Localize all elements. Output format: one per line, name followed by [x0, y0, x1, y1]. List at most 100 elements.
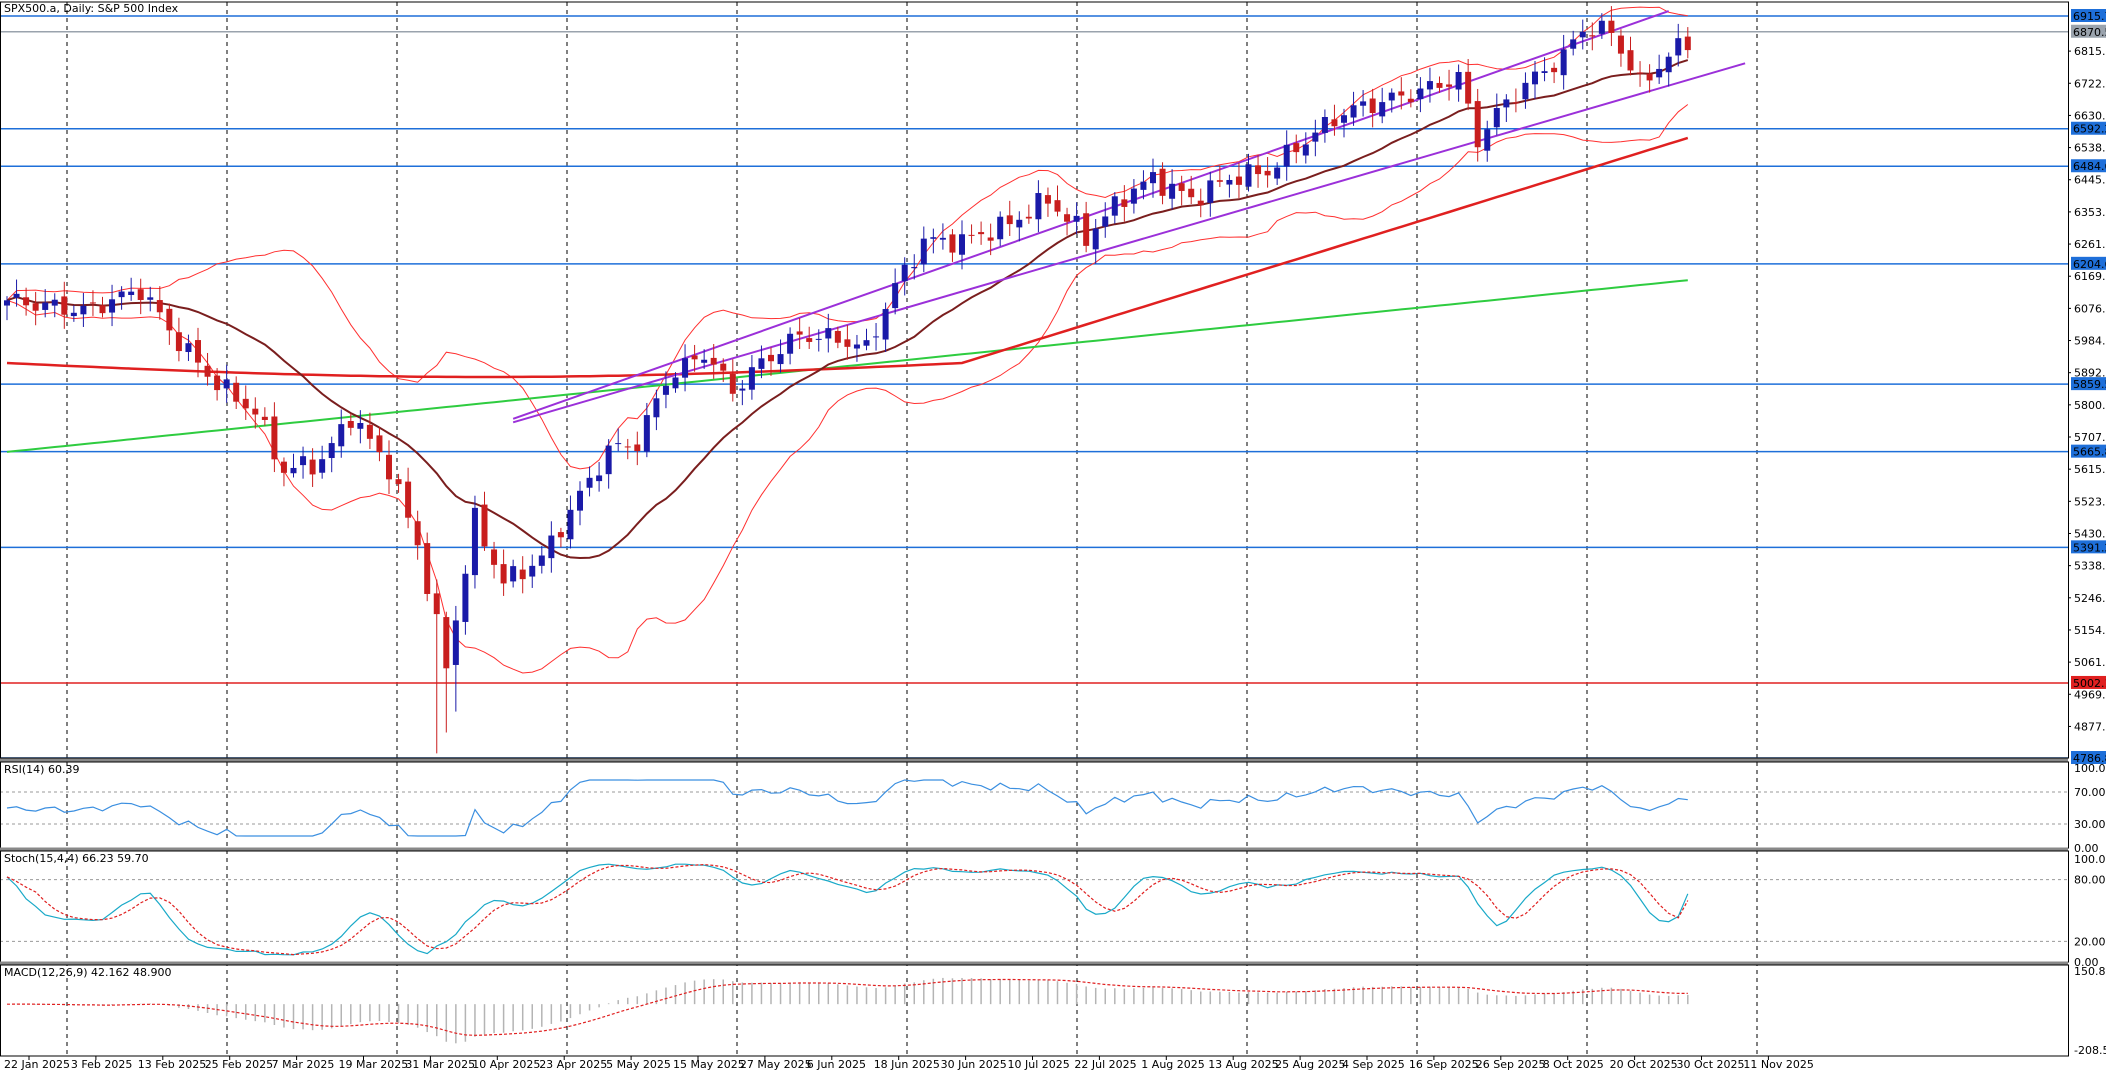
price-level-tag — [2071, 121, 2106, 135]
sma-200-line — [6, 279, 1688, 453]
candle-body — [1627, 50, 1634, 71]
price-level-tag — [2071, 540, 2106, 554]
candle-body — [1675, 38, 1682, 56]
candle-body — [1102, 216, 1109, 227]
candle-body — [1417, 88, 1424, 100]
candle-body — [1006, 215, 1013, 225]
candle-body — [156, 300, 163, 313]
candle-body — [147, 297, 154, 300]
candle-body — [1207, 180, 1214, 203]
candle-body — [815, 338, 822, 340]
channel-lower-line — [512, 62, 1746, 424]
candle-body — [481, 504, 488, 547]
price-tick-label: 6353.69 — [2074, 206, 2106, 219]
candle-body — [1350, 105, 1357, 118]
candle-body — [806, 338, 813, 342]
candle-body — [787, 333, 794, 354]
stoch-tick-label: 80.00 — [2074, 874, 2106, 887]
price-tick-label: 5061.91 — [2074, 656, 2106, 669]
candle-body — [873, 336, 880, 338]
candle-body — [42, 302, 49, 310]
macd-label: MACD(12,26,9) 42.162 48.900 — [4, 966, 172, 979]
price-level-tag — [2071, 751, 2106, 764]
price-level-value: 5002.13 — [2073, 677, 2106, 690]
macd-tick-label: 150.803 — [2074, 965, 2106, 978]
time-tick-label: 3 Feb 2025 — [71, 1058, 132, 1071]
candle-body — [1293, 143, 1300, 153]
price-tick-label: 5430.99 — [2074, 527, 2106, 540]
candle-body — [1121, 199, 1128, 207]
price-tick-label: 5338.72 — [2074, 560, 2106, 573]
candle-body — [863, 340, 870, 346]
candle-body — [796, 331, 803, 335]
candle-body — [300, 456, 307, 466]
candle-body — [280, 461, 287, 473]
candle-body — [328, 443, 335, 459]
price-tick-label: 4969.64 — [2074, 688, 2106, 701]
candle-body — [500, 564, 507, 584]
candle-body — [844, 339, 851, 347]
candle-body — [424, 543, 431, 594]
time-tick-label: 31 Mar 2025 — [405, 1058, 475, 1071]
candle-body — [538, 555, 545, 566]
candle-body — [643, 415, 650, 452]
time-tick-label: 13 Feb 2025 — [138, 1058, 206, 1071]
candle-body — [596, 475, 603, 482]
price-level-value: 5665.80 — [2073, 446, 2106, 459]
candle-body — [471, 507, 478, 576]
macd-signal-line — [6, 978, 1688, 1036]
candle-body — [701, 359, 708, 363]
panel-frame — [0, 1, 2069, 759]
candle-body — [1064, 214, 1071, 222]
bollinger-bands — [6, 6, 1689, 674]
time-tick-label: 4 Sep 2025 — [1342, 1058, 1405, 1071]
stoch-tick-label: 100.00 — [2074, 853, 2106, 866]
candle-body — [61, 296, 68, 315]
candle-body — [987, 237, 994, 241]
candle-body — [462, 573, 469, 622]
candle-body — [1092, 228, 1099, 250]
candle-body — [768, 354, 774, 362]
candle-body — [395, 479, 402, 485]
candle-body — [510, 566, 517, 582]
candle-body — [1617, 35, 1624, 54]
candle-body — [920, 238, 927, 265]
candle-body — [567, 509, 574, 540]
time-tick-label: 25 Aug 2025 — [1275, 1058, 1345, 1071]
candle-body — [338, 424, 345, 447]
bollinger-upper — [6, 6, 1688, 470]
time-tick-label: 22 Jan 2025 — [4, 1058, 70, 1071]
candle-body — [959, 234, 965, 255]
candle-body — [99, 305, 106, 314]
candle-body — [70, 312, 77, 317]
panel-frame — [0, 761, 2069, 849]
time-tick-label: 23 Apr 2025 — [539, 1058, 607, 1071]
candle-body — [710, 357, 717, 365]
rsi-line — [6, 779, 1688, 837]
candle-body — [1054, 200, 1061, 212]
candle-body — [901, 264, 908, 282]
candle-body — [1493, 108, 1500, 128]
candle-body — [185, 343, 192, 353]
time-tick-label: 13 Aug 2025 — [1208, 1058, 1278, 1071]
candle-body — [672, 377, 679, 389]
candle-body — [1541, 71, 1548, 73]
candle-body — [1312, 132, 1319, 142]
panel-titles: SPX500.a, Daily: S&P 500 Index RSI(14) 6… — [4, 2, 179, 979]
candle-body — [1646, 73, 1653, 81]
price-level-tag — [2071, 675, 2106, 689]
candle-body — [214, 375, 221, 391]
bollinger-lower — [6, 104, 1689, 674]
candle-body — [1150, 172, 1156, 184]
price-level-value: 6484.67 — [2073, 160, 2106, 173]
candle-body — [1169, 183, 1176, 199]
candle-body — [949, 234, 956, 253]
candle-body — [1532, 71, 1538, 85]
candle-body — [1025, 216, 1032, 219]
candlesticks — [4, 6, 1691, 754]
candle-body — [1264, 170, 1271, 176]
candle-body — [853, 344, 860, 349]
candle-body — [615, 443, 622, 445]
price-level-tag — [2071, 159, 2106, 173]
